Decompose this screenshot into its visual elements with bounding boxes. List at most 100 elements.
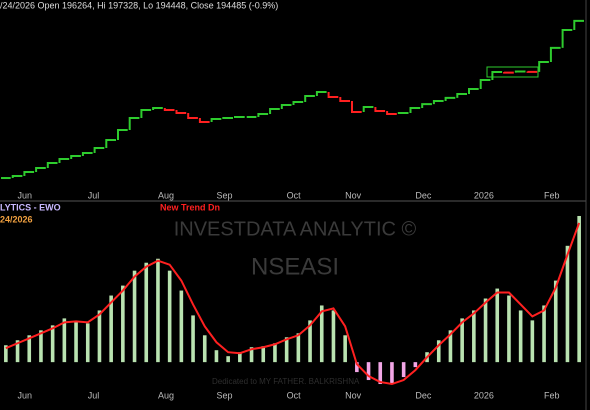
- price-step: [327, 92, 339, 99]
- x-tick-label: Oct: [287, 190, 302, 200]
- price-step: [468, 88, 479, 95]
- price-step: [514, 70, 526, 73]
- ewo-bar: [74, 322, 78, 363]
- ewo-bar: [448, 330, 453, 363]
- price-step: [58, 157, 70, 163]
- ewo-bar: [366, 362, 371, 381]
- price-step: [479, 78, 491, 90]
- price-step: [386, 111, 397, 115]
- ewo-bar: [144, 262, 149, 363]
- price-step: [46, 161, 58, 168]
- price-step: [35, 166, 46, 173]
- price-step: [315, 91, 327, 96]
- price-step: [11, 175, 23, 179]
- x-tick-label: Jul: [88, 190, 100, 200]
- ewo-bar: [460, 318, 464, 363]
- ewo-bar: [542, 305, 546, 363]
- ewo-bar: [39, 330, 43, 363]
- x-tick-label: Oct: [287, 390, 302, 400]
- price-step: [23, 171, 35, 177]
- price-step: [421, 103, 432, 108]
- price-step: [409, 106, 421, 113]
- ewo-bar: [214, 350, 219, 363]
- price-step: [117, 128, 128, 140]
- price-step: [503, 71, 514, 74]
- price-step: [81, 151, 93, 157]
- ewo-bar: [343, 335, 347, 363]
- price-step: [105, 138, 116, 148]
- x-tick-label: Aug: [158, 190, 174, 200]
- ewo-bar: [167, 270, 172, 363]
- x-tick-label: Sep: [216, 190, 232, 200]
- x-tick-label: Dec: [415, 390, 432, 400]
- ewo-bar: [296, 333, 301, 363]
- ewo-bar: [238, 352, 242, 363]
- ewo-bar: [378, 362, 383, 385]
- price-step: [93, 146, 105, 153]
- ewo-bar: [390, 362, 394, 385]
- ewo-bar: [50, 325, 55, 363]
- price-step: [234, 116, 245, 119]
- price-step: [187, 112, 198, 119]
- ewo-bar: [413, 362, 418, 368]
- ewo-bar: [132, 270, 137, 363]
- price-step: [374, 106, 386, 113]
- ewo-bar: [530, 320, 535, 363]
- watermark-symbol: NSEASI: [251, 253, 339, 280]
- ewo-bar: [62, 318, 67, 363]
- price-step: [304, 94, 315, 103]
- price-step: [280, 103, 292, 109]
- price-step: [397, 111, 409, 114]
- ewo-bar: [308, 320, 312, 363]
- ewo-bar: [436, 340, 441, 363]
- consolidation-box: [486, 66, 539, 78]
- watermark: INVESTDATA ANALYTIC ©: [174, 218, 417, 240]
- ewo-bar: [202, 335, 207, 363]
- ewo-bar: [156, 258, 160, 363]
- ewo-bar: [273, 343, 277, 363]
- ewo-bar: [109, 295, 113, 363]
- price-step: [491, 71, 503, 80]
- price-step: [444, 96, 456, 101]
- ewo-bar: [507, 295, 511, 363]
- price-step: [175, 109, 187, 114]
- x-tick-label: Feb: [544, 390, 560, 400]
- ewo-bar: [226, 356, 230, 363]
- ewo-bar: [565, 245, 570, 363]
- price-step: [269, 107, 280, 114]
- signal-line: [5, 222, 581, 386]
- price-step: [163, 107, 175, 111]
- price-step: [538, 61, 549, 72]
- price-step: [70, 155, 81, 159]
- x-tick-label: Nov: [345, 390, 362, 400]
- price-step: [140, 108, 152, 118]
- ewo-bar: [121, 285, 125, 363]
- price-step: [128, 116, 140, 130]
- price-step: [573, 19, 584, 30]
- x-tick-label: 2026: [474, 190, 494, 200]
- ewo-bar: [495, 288, 500, 363]
- price-step: [351, 101, 362, 114]
- x-tick-label: 2026: [474, 390, 494, 400]
- price-step: [456, 93, 467, 98]
- chart-title: /24/2026 Open 196264, Hi 197328, Lo 1944…: [0, 0, 278, 10]
- x-tick-label: Jun: [18, 390, 33, 400]
- ewo-bar: [401, 362, 406, 378]
- price-step: [432, 100, 444, 105]
- x-tick-label: Nov: [345, 190, 362, 200]
- footer-note: Dedicated to MY FATHER. BALKRISHNA: [212, 377, 360, 386]
- ewo-bar: [261, 346, 266, 363]
- x-tick-label: Jul: [88, 390, 100, 400]
- indicator-date: 24/2026: [0, 214, 33, 224]
- ewo-bar: [319, 305, 324, 363]
- price-step: [292, 101, 304, 105]
- x-tick-label: Aug: [158, 390, 174, 400]
- ewo-bar: [472, 310, 476, 363]
- price-step: [222, 116, 233, 119]
- ewo-bar: [191, 315, 195, 363]
- price-step: [549, 46, 561, 63]
- ewo-bar: [179, 290, 184, 363]
- price-step: [362, 105, 374, 113]
